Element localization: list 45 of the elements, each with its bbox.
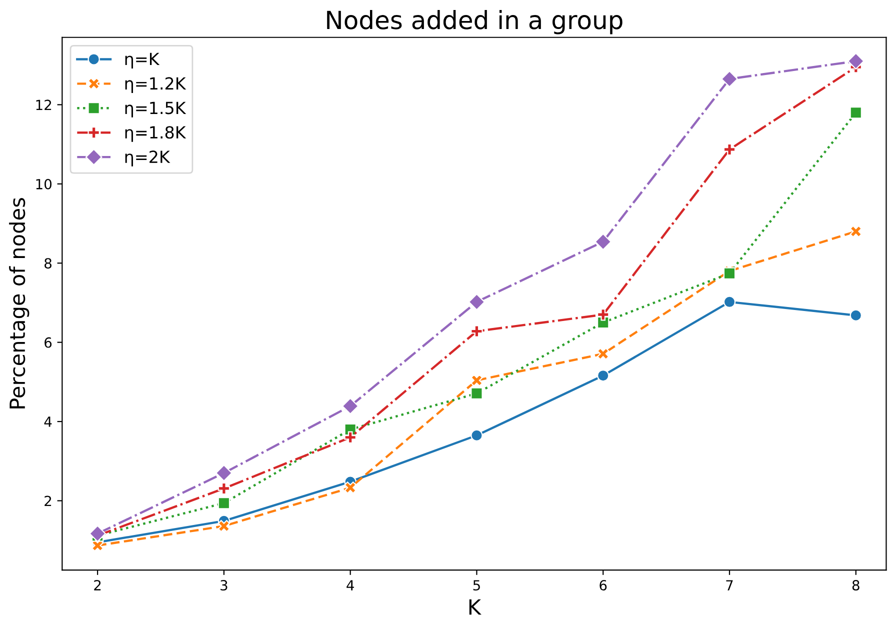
- point: [721, 70, 738, 88]
- point: [597, 308, 610, 321]
- x-tick-label: 6: [600, 580, 607, 591]
- legend-label: η=2K: [125, 150, 170, 166]
- point: [218, 520, 230, 532]
- x-tick-label: 4: [346, 580, 354, 590]
- legend-label: η=K: [125, 52, 160, 69]
- y-tick-label: 12: [36, 100, 52, 110]
- point: [344, 482, 356, 494]
- point: [723, 296, 736, 308]
- y-tick-label: 4: [44, 416, 52, 427]
- point: [723, 267, 736, 280]
- point: [470, 325, 483, 338]
- chart-title: Nodes added in a group: [327, 10, 622, 34]
- y-axis-title: Percentage of nodes: [9, 198, 30, 408]
- x-tick-label: 8: [852, 580, 860, 591]
- point: [344, 431, 356, 444]
- point: [597, 348, 610, 360]
- x-tick-label: 5: [473, 580, 480, 591]
- point: [468, 294, 486, 310]
- point: [89, 525, 106, 542]
- point: [850, 106, 862, 119]
- legend-label: η=1.2K: [125, 77, 186, 93]
- point: [470, 429, 483, 442]
- y-tick-label: 10: [36, 178, 52, 190]
- point: [594, 233, 612, 250]
- y-tick-label: 6: [44, 337, 52, 348]
- legend-label: η=1.5K: [125, 102, 186, 118]
- x-tick-label: 7: [726, 580, 733, 590]
- point: [723, 143, 736, 156]
- x-tick-label: 3: [220, 580, 228, 591]
- y-tick-label: 2: [44, 496, 52, 506]
- point: [218, 497, 230, 510]
- x-tick-label: 2: [94, 580, 101, 590]
- point: [850, 225, 862, 238]
- point: [850, 309, 862, 322]
- y-tick-label: 8: [44, 258, 52, 269]
- point: [342, 398, 359, 414]
- point: [218, 482, 230, 495]
- point: [597, 369, 610, 382]
- point: [847, 52, 864, 70]
- x-axis-title: K: [469, 599, 482, 615]
- point: [470, 387, 483, 400]
- point: [216, 464, 232, 482]
- legend-label: η=1.8K: [125, 126, 186, 142]
